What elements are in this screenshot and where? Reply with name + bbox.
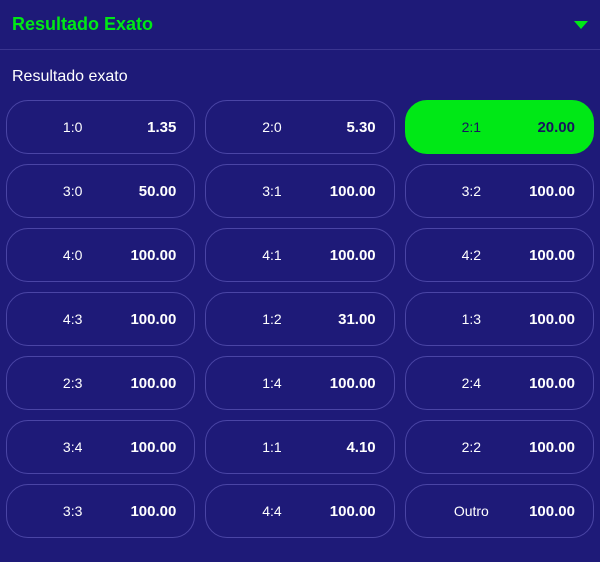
bet-odds: 100.00 xyxy=(120,503,176,520)
bet-odds: 31.00 xyxy=(320,311,376,328)
bet-label: Outro xyxy=(424,503,519,519)
bet-odds: 20.00 xyxy=(519,119,575,136)
bet-label: 3:3 xyxy=(25,503,120,519)
bet-button[interactable]: 3:1100.00 xyxy=(205,164,394,218)
bet-label: 4:4 xyxy=(224,503,319,519)
bet-odds: 100.00 xyxy=(519,311,575,328)
bet-button[interactable]: 3:4100.00 xyxy=(6,420,195,474)
bet-button[interactable]: 4:1100.00 xyxy=(205,228,394,282)
panel-header[interactable]: Resultado Exato xyxy=(0,0,600,50)
bet-label: 2:0 xyxy=(224,119,319,135)
bet-label: 3:4 xyxy=(25,439,120,455)
bet-button[interactable]: 1:14.10 xyxy=(205,420,394,474)
bet-button[interactable]: 1:231.00 xyxy=(205,292,394,346)
bet-button[interactable]: 4:3100.00 xyxy=(6,292,195,346)
bet-label: 3:0 xyxy=(25,183,120,199)
bet-button[interactable]: 4:2100.00 xyxy=(405,228,594,282)
bet-label: 3:2 xyxy=(424,183,519,199)
bet-label: 2:2 xyxy=(424,439,519,455)
bet-label: 1:2 xyxy=(224,311,319,327)
bet-label: 2:1 xyxy=(424,119,519,135)
bet-label: 2:4 xyxy=(424,375,519,391)
bet-button[interactable]: 3:3100.00 xyxy=(6,484,195,538)
bet-label: 1:0 xyxy=(25,119,120,135)
bet-label: 1:4 xyxy=(224,375,319,391)
bet-label: 4:1 xyxy=(224,247,319,263)
bet-odds: 100.00 xyxy=(519,183,575,200)
bet-odds: 100.00 xyxy=(120,247,176,264)
bet-odds: 50.00 xyxy=(120,183,176,200)
market-subtitle: Resultado exato xyxy=(0,50,600,100)
bet-odds: 100.00 xyxy=(320,183,376,200)
bet-label: 1:1 xyxy=(224,439,319,455)
bet-label: 4:3 xyxy=(25,311,120,327)
bet-odds: 4.10 xyxy=(320,439,376,456)
bet-odds: 100.00 xyxy=(519,375,575,392)
bet-odds: 1.35 xyxy=(120,119,176,136)
bet-label: 1:3 xyxy=(424,311,519,327)
bet-button[interactable]: 2:3100.00 xyxy=(6,356,195,410)
bet-odds: 100.00 xyxy=(320,375,376,392)
bet-label: 4:2 xyxy=(424,247,519,263)
bet-odds: 100.00 xyxy=(120,375,176,392)
chevron-down-icon xyxy=(574,21,588,29)
bet-odds: 100.00 xyxy=(320,503,376,520)
bet-button[interactable]: 2:05.30 xyxy=(205,100,394,154)
bet-button[interactable]: 3:2100.00 xyxy=(405,164,594,218)
bet-odds: 100.00 xyxy=(120,311,176,328)
panel-title: Resultado Exato xyxy=(12,14,153,35)
bet-button[interactable]: 1:3100.00 xyxy=(405,292,594,346)
bet-odds: 100.00 xyxy=(120,439,176,456)
bet-label: 2:3 xyxy=(25,375,120,391)
bet-button[interactable]: 4:4100.00 xyxy=(205,484,394,538)
bet-button[interactable]: 3:050.00 xyxy=(6,164,195,218)
bet-odds: 5.30 xyxy=(320,119,376,136)
bet-button[interactable]: 2:2100.00 xyxy=(405,420,594,474)
bet-label: 4:0 xyxy=(25,247,120,263)
bet-odds: 100.00 xyxy=(519,503,575,520)
bet-odds: 100.00 xyxy=(320,247,376,264)
bet-grid: 1:01.352:05.302:120.003:050.003:1100.003… xyxy=(0,100,600,538)
bet-odds: 100.00 xyxy=(519,439,575,456)
bet-odds: 100.00 xyxy=(519,247,575,264)
bet-button[interactable]: 4:0100.00 xyxy=(6,228,195,282)
bet-button[interactable]: 1:01.35 xyxy=(6,100,195,154)
bet-label: 3:1 xyxy=(224,183,319,199)
bet-button[interactable]: 1:4100.00 xyxy=(205,356,394,410)
bet-button[interactable]: 2:4100.00 xyxy=(405,356,594,410)
exact-score-panel: Resultado Exato Resultado exato 1:01.352… xyxy=(0,0,600,562)
bet-button[interactable]: Outro100.00 xyxy=(405,484,594,538)
bet-button[interactable]: 2:120.00 xyxy=(405,100,594,154)
